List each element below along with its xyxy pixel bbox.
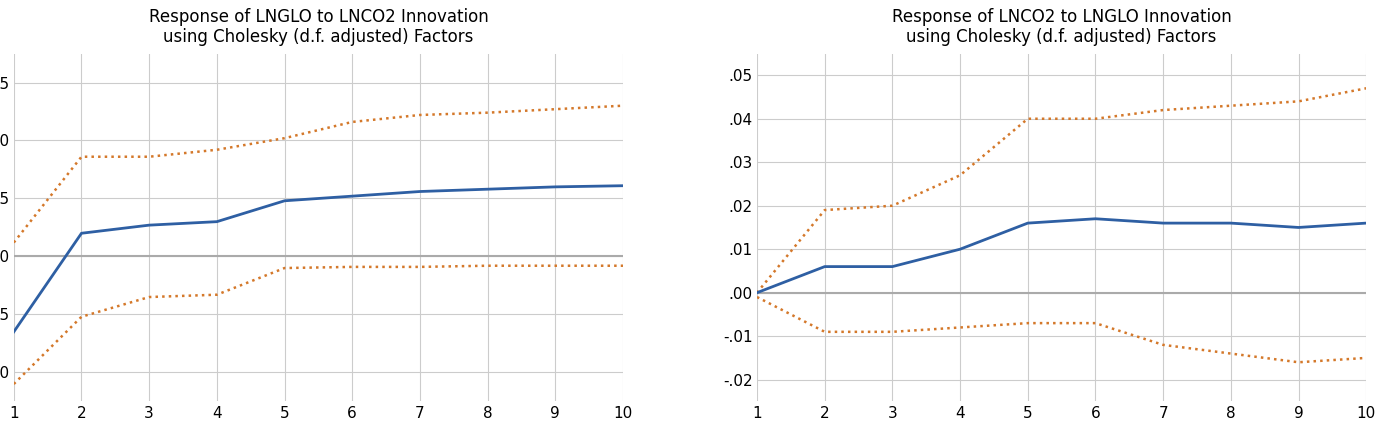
Title: Response of LNCO2 to LNGLO Innovation
using Cholesky (d.f. adjusted) Factors: Response of LNCO2 to LNGLO Innovation us…: [891, 8, 1231, 46]
Title: Response of LNGLO to LNCO2 Innovation
using Cholesky (d.f. adjusted) Factors: Response of LNGLO to LNCO2 Innovation us…: [149, 8, 489, 46]
